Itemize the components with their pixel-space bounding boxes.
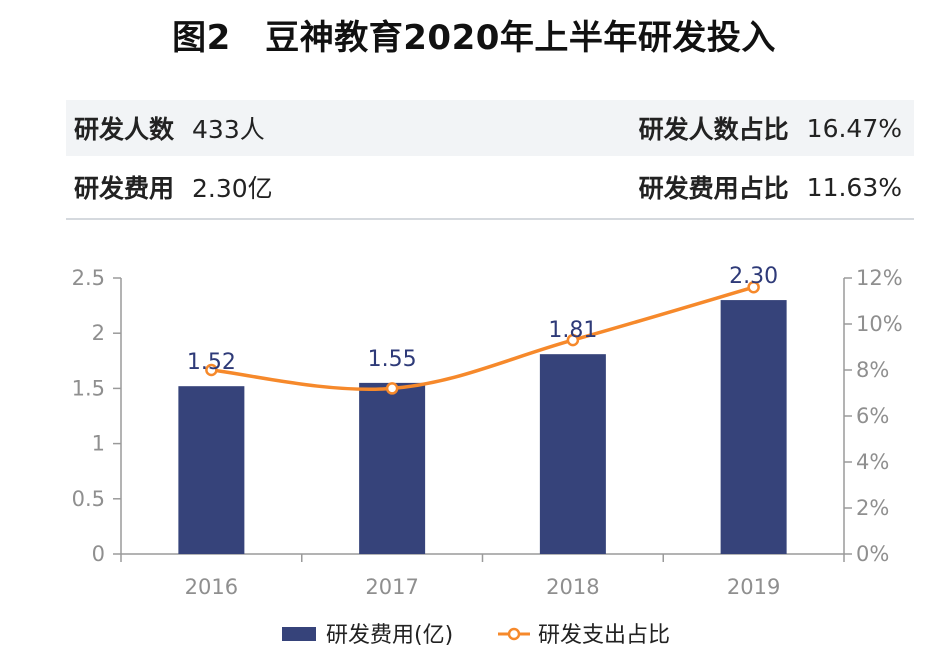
legend-bar-label: 研发费用(亿) [326,623,453,648]
left-axis-tick-label: 2 [92,321,105,345]
bar-rd-expense [359,382,426,554]
headcount-ratio-value: 16.47% [806,113,902,143]
stats-table: 研发人数 433人 研发人数占比 16.47% 研发费用 2.30亿 研发费用占… [66,100,914,220]
expense-ratio-value: 11.63% [806,172,902,202]
bar-data-label: 1.52 [187,350,236,375]
line-point-rd-ratio [385,382,399,395]
x-axis-tick-label: 2018 [546,575,599,599]
right-axis-tick-label: 12% [856,266,903,290]
headcount-label: 研发人数 [74,115,175,144]
expense-ratio-label: 研发费用占比 [638,174,789,203]
right-axis-tick-label: 4% [856,450,889,474]
line-point-rd-ratio [205,363,218,377]
line-rd-ratio [211,285,755,391]
x-axis-tick-label: 2017 [365,575,418,599]
stats-row-expense: 研发费用 2.30亿 研发费用占比 11.63% [66,156,914,220]
figure-title: 图2 豆神教育2020年上半年研发投入 [172,18,776,58]
right-axis-tick-label: 2% [856,496,889,520]
bar-data-label: 1.81 [548,318,597,343]
headcount-value: 433人 [192,115,265,144]
legend-line-label: 研发支出占比 [538,623,670,648]
line-point-rd-ratio [566,333,580,347]
bar-rd-expense [539,354,606,554]
expense-label: 研发费用 [74,174,175,203]
right-axis-tick-label: 0% [856,542,889,566]
left-axis-tick-label: 1.5 [72,376,105,400]
stats-row-headcount: 研发人数 433人 研发人数占比 16.47% [66,100,914,156]
legend-bar-swatch [282,627,316,641]
expense-value: 2.30亿 [192,174,273,203]
bar-data-label: 1.55 [368,347,417,372]
legend-line-marker [507,627,521,641]
bar-rd-expense [720,300,787,554]
line-point-rd-ratio [747,280,760,294]
x-axis-tick-label: 2019 [727,575,780,599]
right-axis-tick-label: 6% [856,404,889,428]
right-axis-tick-label: 10% [856,312,903,336]
bar-data-label: 2.30 [729,264,778,289]
left-axis-tick-label: 2.5 [72,266,105,290]
right-axis-tick-label: 8% [856,358,889,382]
headcount-ratio-label: 研发人数占比 [638,115,789,144]
x-axis-tick-label: 2016 [185,575,238,599]
bar-rd-expense [178,386,245,554]
left-axis-tick-label: 1 [92,432,105,456]
left-axis-tick-label: 0 [92,542,105,566]
left-axis-tick-label: 0.5 [72,487,105,511]
